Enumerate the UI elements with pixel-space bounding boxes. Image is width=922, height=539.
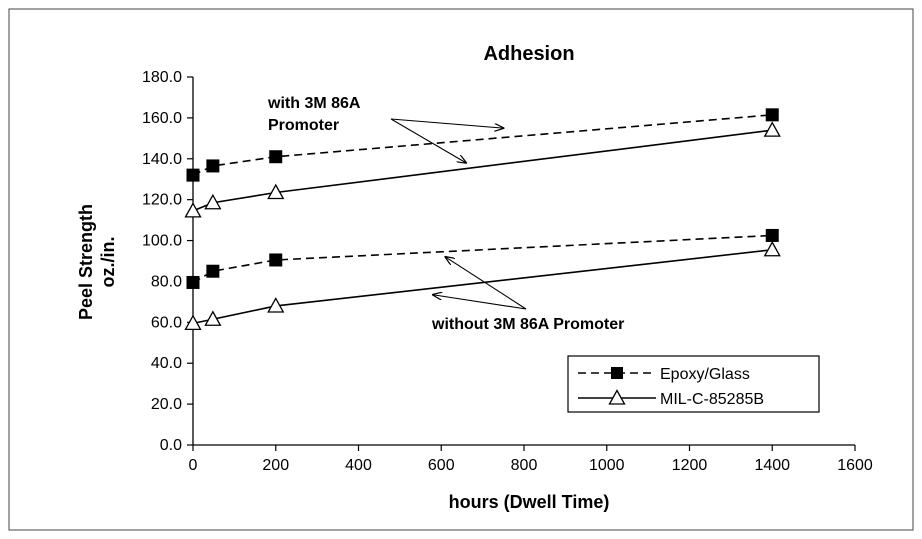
legend: Epoxy/Glass MIL-C-85285B — [567, 355, 820, 413]
annotation-arrow-with-1 — [390, 118, 503, 128]
series-line-3 — [192, 129, 773, 212]
x-tick-label: 1200 — [672, 457, 708, 474]
x-tick-label: 0 — [189, 457, 198, 474]
series-1-point — [765, 108, 779, 122]
legend-label-2: MIL-C-85285B — [660, 391, 764, 408]
legend-marker-2 — [608, 389, 626, 405]
series-4-point — [204, 310, 222, 326]
series-2-point — [765, 228, 779, 242]
chart-title: Adhesion — [483, 43, 574, 65]
x-tick-label: 200 — [262, 457, 289, 474]
annotation-arrow-with-2 — [390, 118, 466, 163]
y-tick-label: 160.0 — [142, 110, 182, 127]
annotation-without-promoter: without 3M 86A Promoter — [431, 316, 624, 333]
series-3-point — [204, 193, 222, 210]
y-tick-label: 140.0 — [142, 151, 182, 168]
series-3-point — [267, 183, 285, 200]
y-tick-label: 20.0 — [151, 396, 182, 413]
y-tick-label: 120.0 — [142, 192, 182, 209]
series-1-point — [269, 150, 283, 164]
x-tick-label: 1600 — [837, 457, 873, 474]
series-2-point — [206, 264, 220, 278]
series-4-point — [184, 314, 202, 331]
series-line-2 — [192, 234, 773, 284]
y-tick-label: 0.0 — [160, 437, 182, 454]
series-line-1 — [192, 114, 773, 176]
y-tick-label: 40.0 — [151, 355, 182, 372]
y-tick-label: 180.0 — [142, 69, 182, 86]
legend-label-1: Epoxy/Glass — [660, 366, 750, 383]
y-axis-title-line1: Peel Strength — [76, 204, 96, 320]
x-tick-label: 1400 — [754, 457, 790, 474]
legend-marker-1 — [611, 367, 623, 379]
chart-frame — [8, 8, 914, 531]
plot-area: 0.0 20.0 40.0 60.0 80.0 100.0 120.0 140.0 160.0 1… — [142, 69, 873, 474]
x-tick-label: 800 — [511, 457, 538, 474]
series-4-point — [763, 240, 781, 257]
x-tick-label: 1000 — [589, 457, 625, 474]
series-1-point — [206, 159, 220, 173]
y-axis-title-line2: oz./in. — [98, 237, 118, 288]
series-4-point — [267, 297, 285, 313]
annotation-with-promoter-line2: Promoter — [268, 117, 339, 134]
x-tick-label: 600 — [428, 457, 455, 474]
series-line-4 — [192, 248, 773, 325]
y-tick-label: 100.0 — [142, 233, 182, 250]
series-3-point — [763, 121, 781, 137]
series-3-point — [184, 202, 202, 218]
series-2-point — [186, 275, 200, 289]
annotation-arrow-without-2 — [433, 295, 527, 310]
y-tick-label: 60.0 — [151, 314, 182, 331]
series-2-point — [269, 253, 283, 267]
x-axis-title: hours (Dwell Time) — [449, 492, 610, 512]
annotation-arrow-without-1 — [445, 257, 527, 310]
x-tick-label: 400 — [345, 457, 372, 474]
y-tick-label: 80.0 — [151, 273, 182, 290]
annotation-with-promoter-line1: with 3M 86A — [267, 95, 361, 112]
series-1-point — [186, 168, 200, 182]
